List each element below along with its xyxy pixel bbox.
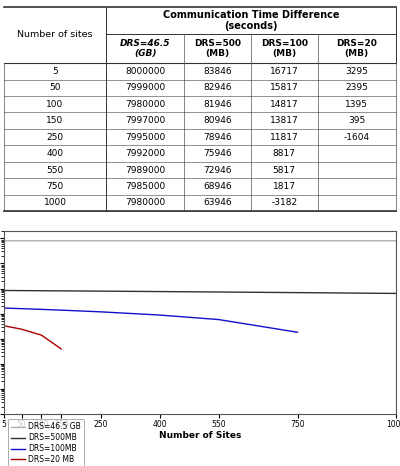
Text: 5: 5 bbox=[52, 67, 58, 76]
DRS=100MB bbox=[157, 312, 162, 318]
Text: -3182: -3182 bbox=[271, 199, 297, 207]
DRS=500MB bbox=[216, 289, 221, 295]
DRS=100MB bbox=[295, 329, 300, 335]
Text: 550: 550 bbox=[46, 165, 64, 175]
DRS=100MB bbox=[98, 309, 103, 315]
Text: 14817: 14817 bbox=[270, 100, 298, 109]
Text: 72946: 72946 bbox=[203, 165, 232, 175]
DRS=20 MB bbox=[39, 332, 44, 338]
DRS=20 MB bbox=[2, 323, 6, 329]
Text: 15817: 15817 bbox=[270, 83, 299, 92]
DRS=46.5 GB bbox=[98, 238, 103, 244]
Text: 11817: 11817 bbox=[270, 133, 299, 142]
DRS=500MB bbox=[394, 291, 398, 296]
Line: DRS=500MB: DRS=500MB bbox=[4, 290, 396, 294]
Text: 1395: 1395 bbox=[345, 100, 368, 109]
DRS=46.5 GB bbox=[2, 238, 6, 244]
DRS=46.5 GB bbox=[39, 238, 44, 244]
Text: Number of sites: Number of sites bbox=[17, 30, 93, 40]
Text: -1604: -1604 bbox=[344, 133, 370, 142]
DRS=500MB bbox=[98, 288, 103, 294]
DRS=500MB bbox=[295, 290, 300, 295]
DRS=46.5 GB bbox=[216, 238, 221, 244]
Text: 63946: 63946 bbox=[203, 199, 232, 207]
Text: 150: 150 bbox=[46, 116, 64, 125]
Text: 7980000: 7980000 bbox=[125, 100, 165, 109]
Line: DRS=20 MB: DRS=20 MB bbox=[4, 326, 61, 349]
DRS=46.5 GB bbox=[19, 238, 24, 244]
Text: 100: 100 bbox=[46, 100, 64, 109]
Text: DRS=100
(MB): DRS=100 (MB) bbox=[261, 39, 308, 58]
Text: 8817: 8817 bbox=[273, 149, 296, 158]
Text: 78946: 78946 bbox=[203, 133, 232, 142]
Text: 16717: 16717 bbox=[270, 67, 299, 76]
Text: 250: 250 bbox=[46, 133, 64, 142]
Text: 7999000: 7999000 bbox=[125, 83, 165, 92]
Text: 8000000: 8000000 bbox=[125, 67, 165, 76]
Text: 2395: 2395 bbox=[345, 83, 368, 92]
DRS=46.5 GB bbox=[59, 238, 64, 244]
DRS=500MB bbox=[59, 288, 64, 294]
Line: DRS=100MB: DRS=100MB bbox=[4, 308, 298, 332]
Text: 7985000: 7985000 bbox=[125, 182, 165, 191]
DRS=46.5 GB bbox=[394, 238, 398, 244]
Legend: DRS=46.5 GB, DRS=500MB, DRS=100MB, DRS=20 MB: DRS=46.5 GB, DRS=500MB, DRS=100MB, DRS=2… bbox=[8, 419, 84, 466]
Text: 7980000: 7980000 bbox=[125, 199, 165, 207]
Text: 68946: 68946 bbox=[203, 182, 232, 191]
Text: 750: 750 bbox=[46, 182, 64, 191]
Text: 82946: 82946 bbox=[203, 83, 232, 92]
DRS=500MB bbox=[157, 289, 162, 295]
DRS=100MB bbox=[216, 317, 221, 322]
Text: DRS=20
(MB): DRS=20 (MB) bbox=[336, 39, 377, 58]
DRS=100MB bbox=[19, 306, 24, 311]
Text: DRS=500
(MB): DRS=500 (MB) bbox=[194, 39, 241, 58]
Text: Communication Time Difference
(seconds): Communication Time Difference (seconds) bbox=[163, 9, 339, 31]
DRS=100MB bbox=[39, 307, 44, 312]
Text: 7992000: 7992000 bbox=[125, 149, 165, 158]
Text: 81946: 81946 bbox=[203, 100, 232, 109]
DRS=500MB bbox=[19, 288, 24, 294]
DRS=100MB bbox=[2, 305, 6, 311]
Text: 13817: 13817 bbox=[270, 116, 299, 125]
Text: 7995000: 7995000 bbox=[125, 133, 165, 142]
DRS=500MB bbox=[39, 288, 44, 294]
DRS=500MB bbox=[2, 288, 6, 293]
Text: 400: 400 bbox=[46, 149, 64, 158]
Text: 75946: 75946 bbox=[203, 149, 232, 158]
DRS=46.5 GB bbox=[157, 238, 162, 244]
Text: 50: 50 bbox=[49, 83, 61, 92]
Text: 5817: 5817 bbox=[273, 165, 296, 175]
DRS=20 MB bbox=[59, 346, 64, 352]
Text: 7989000: 7989000 bbox=[125, 165, 165, 175]
DRS=20 MB bbox=[19, 327, 24, 332]
DRS=100MB bbox=[59, 308, 64, 313]
Text: 83846: 83846 bbox=[203, 67, 232, 76]
Text: 7997000: 7997000 bbox=[125, 116, 165, 125]
Text: 395: 395 bbox=[348, 116, 366, 125]
Text: DRS=46.5
(GB): DRS=46.5 (GB) bbox=[120, 39, 170, 58]
DRS=46.5 GB bbox=[295, 238, 300, 244]
Text: 3295: 3295 bbox=[345, 67, 368, 76]
Text: 1817: 1817 bbox=[273, 182, 296, 191]
Text: 80946: 80946 bbox=[203, 116, 232, 125]
Text: 1000: 1000 bbox=[44, 199, 66, 207]
X-axis label: Number of Sites: Number of Sites bbox=[159, 432, 241, 440]
